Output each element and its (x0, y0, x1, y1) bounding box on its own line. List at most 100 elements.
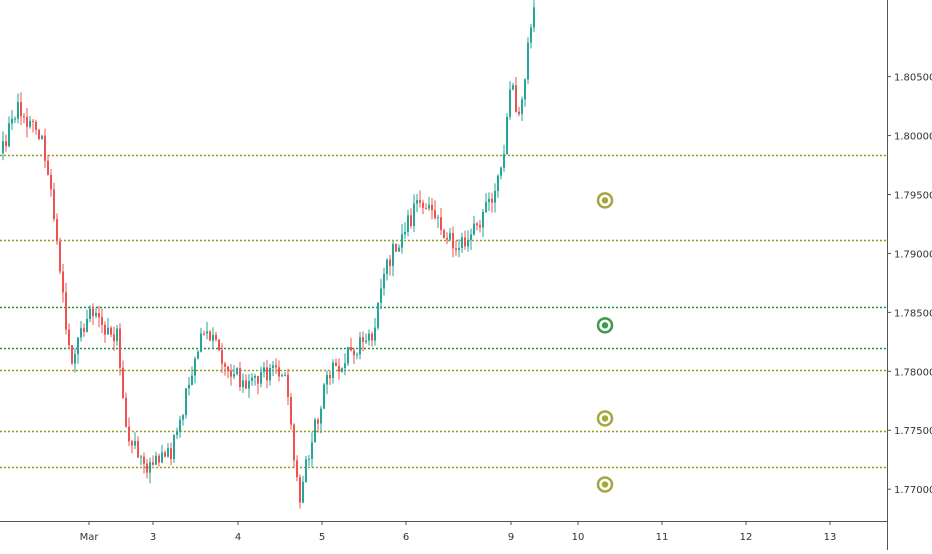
candle-body (164, 452, 166, 457)
candle-body (296, 460, 298, 478)
candle (296, 455, 298, 482)
candle (104, 321, 106, 343)
candle-body (149, 462, 151, 473)
candle (425, 203, 427, 210)
candle (59, 237, 61, 275)
candle (473, 216, 475, 236)
y-axis: 1.80500 1.80000 1.79500 1.79000 1.78500 1.780… (887, 73, 932, 496)
candle (230, 364, 232, 386)
candle (422, 199, 424, 215)
x-tick-label: 4 (235, 532, 241, 543)
candle (440, 208, 442, 236)
candle (398, 244, 400, 252)
x-tick-label: 10 (572, 532, 585, 543)
candle (71, 345, 73, 366)
candle-body (341, 368, 343, 372)
candle (11, 110, 13, 130)
candle (86, 309, 88, 333)
candle-body (311, 442, 313, 459)
candle (293, 423, 295, 468)
candle-body (422, 202, 424, 208)
candle (362, 331, 364, 352)
candle (395, 243, 397, 253)
candle (497, 174, 499, 198)
candle-body (71, 345, 73, 364)
candle (152, 455, 154, 467)
candle (506, 113, 508, 155)
candle-body (470, 234, 472, 240)
candle (239, 362, 241, 392)
candle-body (431, 204, 433, 211)
candle-body (134, 441, 136, 446)
candle-body (197, 351, 199, 359)
candle-body (272, 365, 274, 369)
candle-body (446, 237, 448, 240)
candle (212, 327, 214, 349)
candle-body (506, 116, 508, 155)
candle (206, 321, 208, 340)
candle-body (419, 200, 421, 203)
candle-body (23, 116, 25, 118)
candle-body (323, 384, 325, 409)
candle-body (242, 380, 244, 388)
candle (455, 240, 457, 256)
candle-body (335, 362, 337, 367)
candle (533, 0, 535, 33)
candle (167, 443, 169, 458)
candle-body (290, 397, 292, 425)
candle (320, 405, 322, 434)
candle-body (293, 424, 295, 461)
candle-body (35, 121, 37, 130)
candle-body (236, 368, 238, 375)
candle (464, 230, 466, 250)
candle-body (29, 120, 31, 127)
candle-body (173, 434, 175, 460)
candle-body (464, 237, 466, 247)
candle (113, 326, 115, 351)
candle-body (380, 288, 382, 303)
candle (314, 417, 316, 443)
candle (254, 373, 256, 386)
candle (23, 113, 25, 124)
candle-body (251, 377, 253, 381)
candle (368, 329, 370, 346)
candle (125, 392, 127, 428)
candle-body (146, 463, 148, 473)
candle (365, 333, 367, 344)
candle-body (515, 85, 517, 112)
candle (2, 131, 4, 161)
candle (494, 183, 496, 213)
y-tick-label: 1.78000 (894, 367, 932, 378)
candle (95, 307, 97, 319)
candle-body (449, 233, 451, 240)
candle (287, 368, 289, 405)
candle (485, 193, 487, 214)
candle (272, 361, 274, 377)
candle (416, 194, 418, 213)
candle-body (155, 455, 157, 465)
candle (38, 128, 40, 141)
candle-body (497, 175, 499, 191)
candle-body (407, 215, 409, 232)
candle-body (503, 154, 505, 168)
candle (251, 372, 253, 386)
candle-body (218, 339, 220, 351)
candle (26, 107, 28, 138)
candle (83, 323, 85, 337)
candle-body (125, 397, 127, 427)
candle (269, 363, 271, 386)
candle-body (89, 308, 91, 319)
candle-body (32, 120, 34, 122)
candle (458, 239, 460, 258)
candle-body (266, 367, 268, 381)
candle-body (14, 118, 16, 120)
candle (215, 331, 217, 342)
candle (407, 209, 409, 237)
x-tick-label: 5 (319, 532, 325, 543)
candle-body (230, 370, 232, 377)
candle (263, 361, 265, 378)
candle-body (68, 329, 70, 346)
candle (191, 366, 193, 386)
candle (434, 200, 436, 220)
